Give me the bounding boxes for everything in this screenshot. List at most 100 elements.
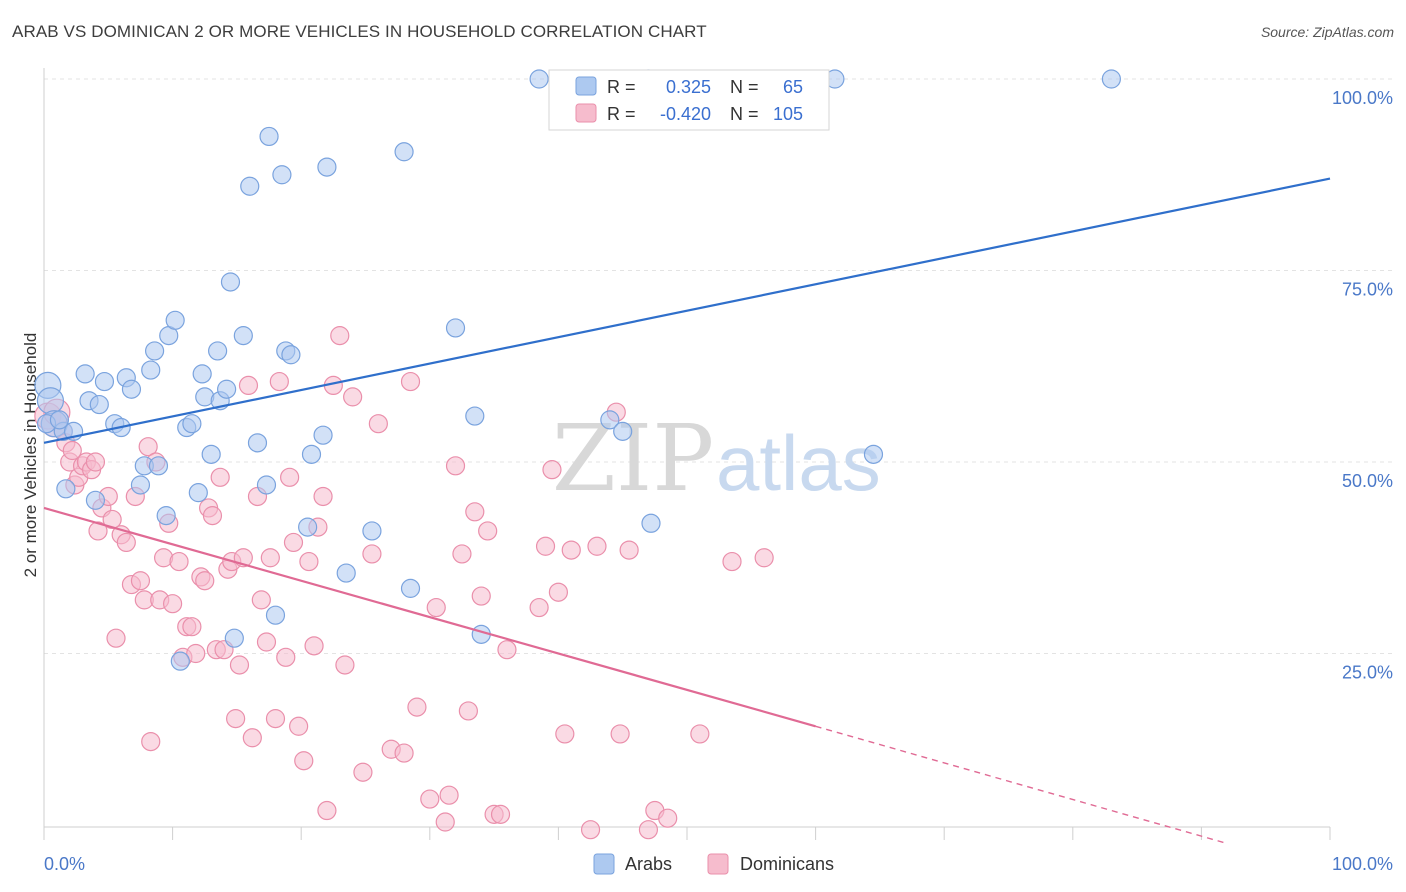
dominicans-point-64	[313, 486, 333, 507]
dominicans-point-72	[368, 414, 388, 434]
arabs-point-63	[49, 410, 70, 430]
arabs-point-35	[240, 176, 260, 196]
chart-title: ARAB VS DOMINICAN 2 OR MORE VEHICLES IN …	[12, 22, 707, 41]
dominicans-point-34	[182, 617, 202, 637]
correlation-legend: R = 0.325 N = 65 R = -0.420 N = 105	[548, 69, 830, 131]
arabs-point-18	[148, 456, 169, 476]
legend-dominicans-r-label: R =	[607, 104, 636, 124]
watermark-atlas: atlas	[716, 419, 881, 507]
arabs-points	[34, 69, 1121, 671]
dominicans-point-25	[141, 731, 161, 752]
dominicans-point-74	[394, 743, 414, 763]
arabs-point-42	[281, 345, 301, 365]
legend-arabs-r-label: R =	[607, 77, 636, 97]
arabs-point-24	[182, 414, 202, 434]
arabs-point-5	[75, 364, 95, 384]
dominicans-point-83	[458, 701, 478, 721]
dominicans-point-69	[343, 387, 363, 407]
dominicans-point-30	[163, 594, 183, 614]
arabs-point-34	[233, 326, 253, 346]
dominicans-point-82	[452, 544, 472, 564]
arabs-point-22	[170, 651, 190, 671]
arabs-point-4	[56, 479, 76, 499]
arabs-point-17	[144, 341, 165, 361]
arabs-point-49	[394, 142, 414, 162]
dominicans-point-62	[304, 636, 324, 656]
arabs-trend-line	[43, 177, 1331, 444]
arabs-point-16	[141, 360, 161, 380]
dominicans-point-86	[478, 521, 498, 541]
y-axis-title: 2 or more Vehicles in Household	[21, 333, 40, 578]
dominicans-point-19	[116, 532, 136, 553]
dominicans-point-17	[106, 628, 126, 648]
arabs-point-47	[336, 563, 356, 583]
dominicans-point-90	[529, 597, 549, 618]
dominicans-point-37	[195, 571, 215, 591]
dominicans-point-67	[330, 326, 350, 346]
arabs-point-40	[272, 165, 292, 185]
dominicans-point-41	[210, 467, 230, 487]
arabs-point-43	[298, 517, 318, 537]
dominicans-point-55	[269, 371, 289, 392]
dominicans-point-80	[439, 785, 459, 805]
y-tick-label-100: 100.0%	[1332, 88, 1393, 108]
dominicans-point-105	[754, 548, 774, 568]
dominicans-point-12	[85, 452, 106, 472]
grid	[44, 78, 1393, 654]
arabs-point-13	[121, 379, 142, 399]
arabs-point-60	[863, 444, 884, 464]
dominicans-point-100	[619, 540, 639, 560]
dominicans-point-61	[299, 551, 319, 572]
bottom-legend-dominicans-swatch	[707, 853, 729, 875]
dominicans-point-102	[658, 808, 678, 828]
dominicans-point-51	[251, 590, 271, 610]
dominicans-point-88	[490, 804, 511, 824]
arabs-point-48	[362, 521, 382, 541]
dominicans-point-54	[265, 709, 286, 729]
dominicans-point-39	[202, 506, 223, 526]
dominicans-point-13	[88, 521, 108, 541]
dominicans-point-65	[317, 800, 337, 821]
arabs-point-54	[529, 69, 549, 89]
series-legend: Arabs Dominicans	[593, 853, 834, 875]
dominicans-point-99	[610, 724, 630, 744]
dominicans-point-31	[169, 551, 189, 572]
dominicans-point-60	[294, 751, 314, 771]
dominicans-point-91	[535, 536, 556, 556]
dominicans-point-52	[256, 632, 277, 652]
dominicans-point-53	[260, 548, 280, 568]
y-tick-label-50: 50.0%	[1342, 471, 1393, 491]
legend-dominicans-swatch	[575, 103, 597, 123]
legend-arabs-n-label: N =	[730, 77, 759, 97]
legend-dominicans-r-value: -0.420	[660, 104, 711, 124]
dominicans-point-96	[580, 820, 601, 840]
arabs-point-45	[313, 425, 333, 445]
dominicans-point-81	[445, 456, 466, 476]
dominicans-point-57	[280, 467, 300, 487]
arabs-point-25	[188, 483, 208, 503]
arabs-point-8	[89, 394, 109, 415]
dominicans-point-56	[276, 647, 296, 667]
dominicans-point-16	[102, 509, 122, 530]
dominicans-point-22	[130, 571, 151, 591]
arabs-point-38	[259, 126, 279, 147]
arabs-point-31	[217, 379, 237, 399]
source-label: Source: ZipAtlas.com	[1260, 24, 1394, 40]
arabs-point-51	[445, 318, 466, 338]
arabs-point-7	[85, 490, 106, 510]
dominicans-point-79	[435, 812, 455, 832]
dominicans-point-106	[638, 820, 659, 840]
arabs-point-26	[192, 364, 212, 384]
dominicans-point-92	[542, 460, 562, 480]
arabs-point-1	[36, 387, 65, 415]
dominicans-point-46	[229, 655, 250, 675]
arabs-point-50	[400, 578, 421, 598]
dominicans-point-59	[289, 716, 309, 736]
dominicans-point-58	[283, 532, 304, 553]
dominicans-point-104	[722, 551, 742, 572]
arabs-point-33	[224, 628, 244, 648]
arabs-point-14	[130, 475, 151, 495]
dominicans-point-75	[400, 371, 421, 392]
arabs-point-52	[465, 406, 485, 426]
dominicans-point-85	[471, 586, 491, 606]
